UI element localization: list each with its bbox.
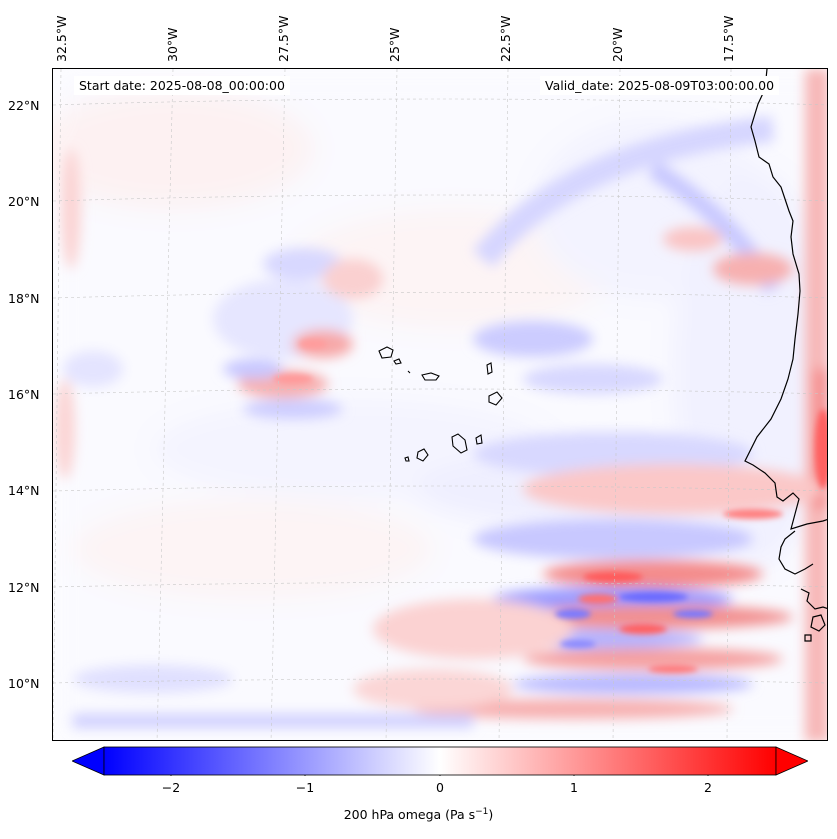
africa-coastline <box>744 69 827 642</box>
colorbar-label-main: 200 hPa omega (Pa s <box>343 807 476 823</box>
lon-label-17-5w: 17.5°W <box>721 15 736 62</box>
lat-label-16n: 16°N <box>8 387 40 402</box>
omega-field <box>53 69 827 740</box>
lat-label-14n: 14°N <box>8 483 40 498</box>
valid-date-label: Valid_date: 2025-08-09T03:00:00.00 <box>540 76 780 95</box>
colorbar-label-exponent: −1 <box>475 807 489 817</box>
lon-label-27-5w: 27.5°W <box>276 15 291 62</box>
colorbar-tick-0: 0 <box>436 780 444 795</box>
omega-features <box>55 69 827 740</box>
colorbar-min-extend <box>72 746 105 776</box>
colorbar-tick-1: 1 <box>570 780 578 795</box>
colorbar-max-extend <box>775 746 808 776</box>
colorbar-label: 200 hPa omega (Pa s−1) <box>0 807 837 822</box>
lon-label-30w: 30°W <box>165 27 180 62</box>
lat-label-20n: 20°N <box>8 194 40 209</box>
lat-label-18n: 18°N <box>8 291 40 306</box>
lat-label-12n: 12°N <box>8 580 40 595</box>
cape-verde-islands <box>378 346 503 462</box>
omega-cores <box>273 339 827 673</box>
lon-label-22-5w: 22.5°W <box>498 15 513 62</box>
colorbar-tick-2: 2 <box>704 780 712 795</box>
lon-label-25w: 25°W <box>387 27 402 62</box>
lon-label-20w: 20°W <box>610 27 625 62</box>
colorbar <box>72 746 808 776</box>
colorbar-tick-minus-1: −1 <box>295 780 315 795</box>
colorbar-gradient <box>103 746 777 776</box>
lat-label-22n: 22°N <box>8 98 40 113</box>
graticule <box>53 69 827 740</box>
omega-map-panel <box>52 68 828 741</box>
colorbar-tick-minus-2: −2 <box>161 780 181 795</box>
lon-label-32-5w: 32.5°W <box>54 15 69 62</box>
lat-label-10n: 10°N <box>8 676 40 691</box>
colorbar-label-close: ) <box>488 807 494 823</box>
start-date-label: Start date: 2025-08-08_00:00:00 <box>74 76 290 95</box>
